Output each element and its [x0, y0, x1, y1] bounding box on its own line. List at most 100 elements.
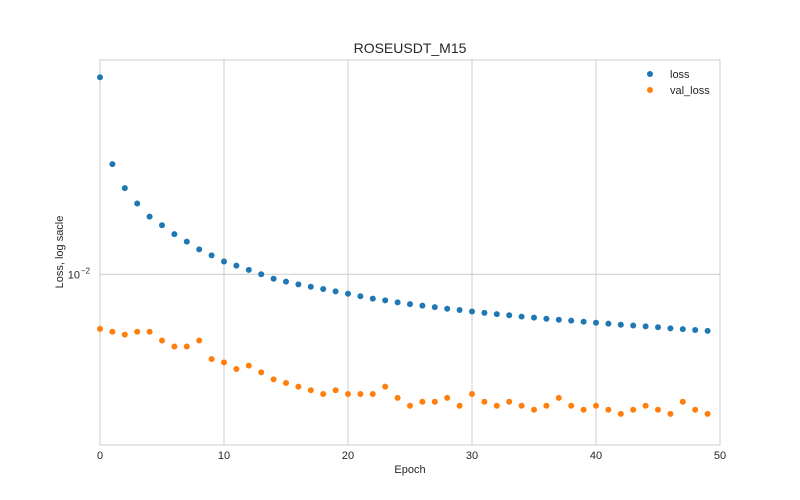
- point-val-loss: [109, 328, 116, 335]
- point-loss: [469, 308, 475, 315]
- point-val-loss: [469, 391, 475, 398]
- point-val-loss: [134, 328, 141, 335]
- point-val-loss: [630, 406, 637, 413]
- point-val-loss: [506, 398, 513, 405]
- point-loss: [283, 278, 289, 285]
- point-val-loss: [146, 328, 153, 335]
- point-val-loss: [555, 394, 562, 401]
- point-loss: [97, 74, 103, 81]
- point-val-loss: [121, 331, 128, 338]
- point-val-loss: [196, 337, 203, 344]
- point-loss: [134, 200, 141, 207]
- point-val-loss: [531, 406, 537, 413]
- point-loss: [394, 299, 401, 306]
- point-loss: [431, 304, 438, 311]
- point-loss: [183, 238, 190, 245]
- point-val-loss: [617, 410, 624, 417]
- point-loss: [692, 327, 699, 334]
- point-loss: [642, 323, 649, 330]
- x-tick-label: 10: [218, 450, 230, 462]
- point-loss: [506, 312, 513, 319]
- point-loss: [320, 286, 327, 293]
- point-loss: [345, 290, 351, 297]
- point-loss: [159, 222, 165, 229]
- point-loss: [555, 316, 562, 323]
- y-axis-label: Loss, log sacle: [54, 216, 66, 289]
- legend-marker-loss: [647, 71, 653, 77]
- point-loss: [221, 258, 227, 265]
- point-loss: [630, 322, 637, 329]
- point-loss: [270, 275, 277, 282]
- point-val-loss: [419, 398, 426, 405]
- point-val-loss: [307, 387, 314, 394]
- point-val-loss: [245, 362, 252, 369]
- point-loss: [357, 293, 364, 300]
- point-val-loss: [679, 398, 686, 405]
- point-loss: [493, 311, 500, 318]
- point-val-loss: [456, 402, 463, 409]
- point-val-loss: [568, 402, 575, 409]
- point-val-loss: [431, 398, 438, 405]
- plot-area-frame: [99, 59, 721, 446]
- point-val-loss: [233, 365, 240, 372]
- point-val-loss: [704, 410, 711, 417]
- point-loss: [580, 318, 587, 325]
- legend-label-loss: loss: [670, 69, 690, 81]
- point-val-loss: [444, 394, 451, 401]
- point-val-loss: [357, 391, 364, 398]
- point-val-loss: [320, 391, 327, 398]
- point-loss: [667, 325, 674, 332]
- x-tick-label: 20: [342, 450, 354, 462]
- point-loss: [382, 297, 389, 304]
- point-loss: [307, 283, 314, 290]
- point-loss: [369, 295, 376, 302]
- point-loss: [456, 307, 463, 314]
- x-tick-label: 50: [714, 450, 726, 462]
- point-loss: [617, 321, 624, 328]
- point-loss: [208, 252, 215, 259]
- legend-label-val-loss: val_loss: [670, 85, 710, 97]
- point-val-loss: [593, 402, 599, 409]
- x-tick-label: 30: [466, 450, 478, 462]
- point-loss: [704, 327, 711, 334]
- point-loss: [245, 266, 252, 273]
- point-loss: [121, 185, 128, 192]
- point-loss: [295, 281, 302, 288]
- point-val-loss: [407, 402, 413, 409]
- point-val-loss: [97, 325, 103, 332]
- point-loss: [481, 309, 488, 316]
- y-axis: 10 −2: [68, 266, 91, 281]
- point-loss: [109, 161, 116, 168]
- point-loss: [518, 313, 525, 320]
- point-loss: [233, 262, 240, 269]
- x-axis: 0 10 20 30 40 50: [97, 450, 726, 462]
- point-val-loss: [518, 402, 525, 409]
- point-val-loss: [283, 379, 289, 386]
- point-val-loss: [655, 406, 661, 413]
- point-val-loss: [270, 376, 277, 383]
- x-axis-label: Epoch: [394, 464, 425, 476]
- point-loss: [679, 326, 686, 333]
- point-loss: [531, 314, 537, 321]
- point-val-loss: [543, 402, 550, 409]
- point-val-loss: [580, 406, 587, 413]
- chart-title: ROSEUSDT_M15: [354, 40, 467, 56]
- point-val-loss: [692, 406, 699, 413]
- point-val-loss: [605, 406, 612, 413]
- point-val-loss: [382, 383, 389, 390]
- point-val-loss: [208, 356, 215, 363]
- point-val-loss: [258, 369, 265, 376]
- point-loss: [444, 305, 451, 312]
- series-markers: [97, 74, 711, 417]
- point-val-loss: [642, 402, 649, 409]
- point-loss: [419, 302, 426, 309]
- point-loss: [407, 301, 413, 308]
- x-tick-label: 40: [590, 450, 602, 462]
- point-val-loss: [183, 343, 190, 350]
- point-val-loss: [394, 394, 401, 401]
- point-val-loss: [345, 391, 351, 398]
- y-tick-label: 10: [68, 269, 80, 281]
- point-val-loss: [295, 383, 302, 390]
